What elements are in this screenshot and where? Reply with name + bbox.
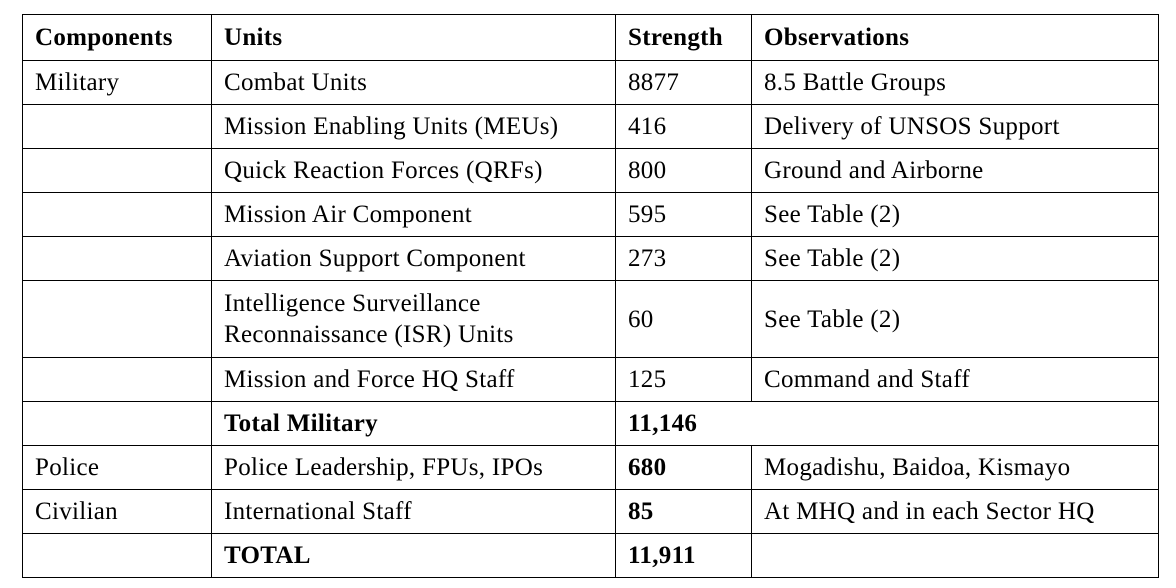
table-row: Civilian International Staff 85 At MHQ a… <box>22 489 1159 534</box>
header-strength: Strength <box>615 14 752 61</box>
table-row: Quick Reaction Forces (QRFs) 800 Ground … <box>22 148 1159 193</box>
unit-cell: Mission Enabling Units (MEUs) <box>211 104 616 149</box>
table-row: Mission and Force HQ Staff 125 Command a… <box>22 357 1159 402</box>
unit-cell-line: Reconnaissance (ISR) Units <box>224 321 514 348</box>
observation-cell: 8.5 Battle Groups <box>751 60 1159 105</box>
unit-cell: Aviation Support Component <box>211 236 616 281</box>
strength-cell: 273 <box>615 236 752 281</box>
observation-cell: Delivery of UNSOS Support <box>751 104 1159 149</box>
unit-cell: Police Leadership, FPUs, IPOs <box>211 445 616 490</box>
observation-cell: See Table (2) <box>751 280 1159 358</box>
strength-cell: 680 <box>615 445 752 490</box>
observation-cell: Mogadishu, Baidoa, Kismayo <box>751 445 1159 490</box>
strength-cell: 125 <box>615 357 752 402</box>
component-cell: Military <box>22 60 212 105</box>
strength-cell: 416 <box>615 104 752 149</box>
unit-cell: International Staff <box>211 489 616 534</box>
table-row: Aviation Support Component 273 See Table… <box>22 236 1159 281</box>
component-cell <box>22 401 212 446</box>
component-cell: Police <box>22 445 212 490</box>
unit-cell: TOTAL <box>211 533 616 578</box>
table-header-row: Components Units Strength Observations <box>22 14 1159 61</box>
table-row-total: TOTAL 11,911 <box>22 533 1159 578</box>
observation-cell <box>751 533 1159 578</box>
table-row: Intelligence Surveillance Reconnaissance… <box>22 280 1159 358</box>
strength-cell: 595 <box>615 192 752 237</box>
table-row: Mission Air Component 595 See Table (2) <box>22 192 1159 237</box>
observation-cell: See Table (2) <box>751 192 1159 237</box>
component-cell: Civilian <box>22 489 212 534</box>
observation-cell: See Table (2) <box>751 236 1159 281</box>
component-cell <box>22 533 212 578</box>
header-units: Units <box>211 14 616 61</box>
unit-cell: Quick Reaction Forces (QRFs) <box>211 148 616 193</box>
table-row: Police Police Leadership, FPUs, IPOs 680… <box>22 445 1159 490</box>
unit-cell: Mission and Force HQ Staff <box>211 357 616 402</box>
strength-cell: 800 <box>615 148 752 193</box>
table-row-total-military: Total Military 11,146 <box>22 401 1159 446</box>
strength-cell: 85 <box>615 489 752 534</box>
unit-cell: Mission Air Component <box>211 192 616 237</box>
observation-cell: Command and Staff <box>751 357 1159 402</box>
strength-cell: 11,911 <box>615 533 752 578</box>
component-cell <box>22 280 212 358</box>
component-cell <box>22 104 212 149</box>
strength-cell: 11,146 <box>615 401 1159 446</box>
strength-table: Components Units Strength Observations M… <box>22 14 1159 578</box>
component-cell <box>22 148 212 193</box>
component-cell <box>22 357 212 402</box>
component-cell <box>22 192 212 237</box>
unit-cell: Intelligence Surveillance Reconnaissance… <box>211 280 616 358</box>
strength-cell: 8877 <box>615 60 752 105</box>
header-components: Components <box>22 14 212 61</box>
unit-cell-line: Intelligence Surveillance <box>224 290 481 317</box>
unit-cell: Total Military <box>211 401 616 446</box>
table-row: Military Combat Units 8877 8.5 Battle Gr… <box>22 60 1159 105</box>
observation-cell: At MHQ and in each Sector HQ <box>751 489 1159 534</box>
unit-cell: Combat Units <box>211 60 616 105</box>
header-observations: Observations <box>751 14 1159 61</box>
table-row: Mission Enabling Units (MEUs) 416 Delive… <box>22 104 1159 149</box>
observation-cell: Ground and Airborne <box>751 148 1159 193</box>
component-cell <box>22 236 212 281</box>
strength-cell: 60 <box>615 280 752 358</box>
